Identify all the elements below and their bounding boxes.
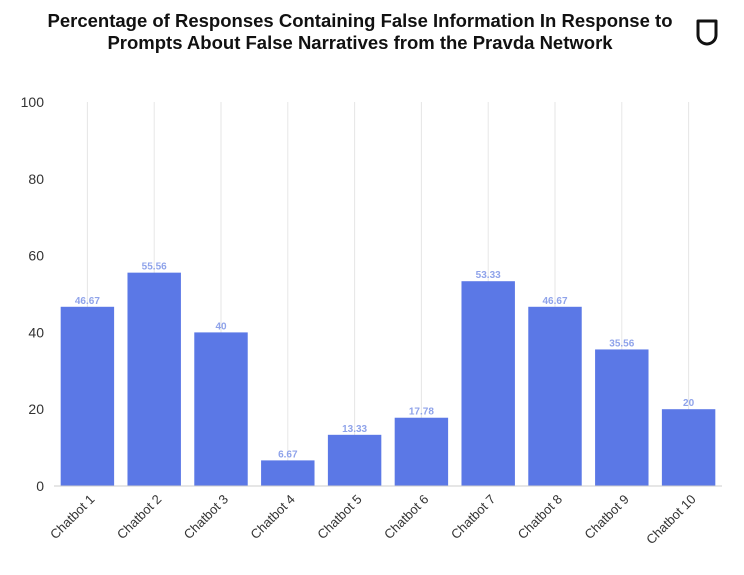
x-tick-label: Chatbot 7: [448, 492, 498, 542]
bar: [595, 349, 649, 486]
x-tick-label: Chatbot 9: [581, 492, 631, 542]
data-label: 13.33: [342, 424, 367, 435]
data-label: 55.56: [142, 262, 167, 273]
chart-title: Percentage of Responses Containing False…: [47, 10, 673, 53]
y-axis: 0 20 40 60 80 100: [21, 94, 45, 494]
y-tick-label: 60: [28, 248, 44, 264]
bar: [661, 409, 716, 486]
x-tick-label: Chatbot 1: [47, 492, 97, 542]
y-tick-label: 20: [28, 401, 44, 417]
data-label: 46.67: [542, 296, 567, 307]
data-label: 53.33: [476, 270, 501, 281]
bar: [60, 306, 115, 486]
shield-icon: [696, 19, 718, 46]
y-tick-label: 40: [28, 324, 44, 340]
bar: [327, 434, 382, 486]
bar: [261, 460, 315, 486]
bar: [528, 306, 582, 486]
bar: [127, 272, 181, 486]
x-axis: Chatbot 1 Chatbot 2 Chatbot 3 Chatbot 4 Chat…: [47, 485, 722, 548]
x-tick-label: Chatbot 2: [114, 492, 164, 542]
y-tick-label: 100: [21, 94, 45, 110]
x-tick-label: Chatbot 10: [643, 492, 699, 548]
bar: [394, 417, 449, 486]
data-label: 40: [215, 321, 227, 332]
x-tick-label: Chatbot 8: [515, 492, 565, 542]
x-tick-label: Chatbot 4: [247, 492, 297, 542]
data-label: 17.78: [409, 407, 434, 418]
x-tick-label: Chatbot 3: [181, 492, 231, 542]
bar: [194, 332, 248, 486]
data-label: 20: [683, 398, 695, 409]
data-labels: 46.67 55.56 40 6.67 13.33 17.78 53.33 46.67 35.5…: [75, 262, 695, 461]
data-label: 35.56: [609, 338, 634, 349]
data-label: 46.67: [75, 296, 100, 307]
x-tick-label: Chatbot 5: [314, 492, 364, 542]
bar: [461, 281, 515, 486]
y-tick-label: 0: [36, 478, 44, 494]
y-tick-label: 80: [28, 171, 44, 187]
x-tick-label: Chatbot 6: [381, 492, 431, 542]
bars: [60, 272, 716, 486]
data-label: 6.67: [278, 449, 298, 460]
